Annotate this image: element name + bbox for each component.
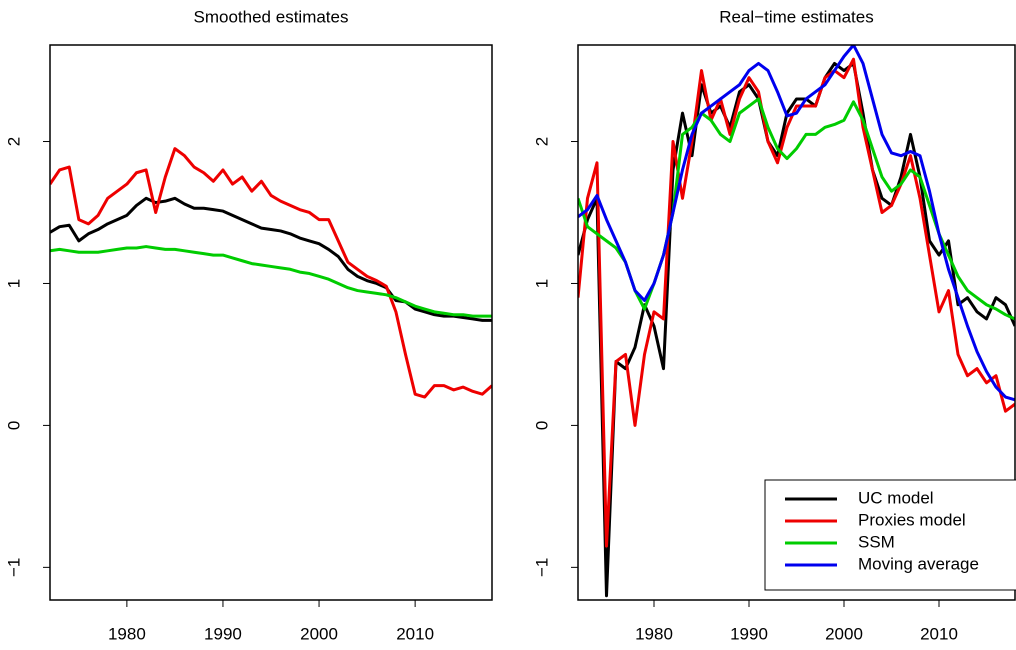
panel: Real−time estimates 1980 1990 2000 2010 −1 0 1 2…: [532, 7, 1016, 643]
chart-title: Smoothed estimates: [194, 7, 349, 26]
series-line: [578, 57, 1015, 548]
y-tick-label: −1: [532, 558, 551, 577]
series-line: [50, 196, 492, 322]
legend-label: SSM: [858, 532, 895, 551]
legend-label: Proxies model: [858, 510, 966, 529]
y-tick-label: 1: [532, 279, 551, 288]
series-line: [50, 147, 492, 399]
y-tick-label: −1: [4, 558, 23, 577]
y-tick-label: 0: [4, 421, 23, 430]
y-tick-label: 0: [532, 421, 551, 430]
plot-frame: [49, 44, 493, 601]
x-tick-label: 1980: [108, 624, 146, 643]
x-tick-label: 2010: [396, 624, 434, 643]
lines: [578, 45, 1015, 598]
y-tick-label: 2: [532, 137, 551, 146]
legend-label: UC model: [858, 488, 934, 507]
y-tick-label: 2: [4, 137, 23, 146]
legend: UC model Proxies model SSM Moving average: [764, 479, 1016, 591]
series-line: [50, 245, 492, 318]
x-tick-label: 2010: [920, 624, 958, 643]
lines: [50, 147, 492, 399]
x-tick-label: 2000: [300, 624, 338, 643]
x-tick-label: 1990: [730, 624, 768, 643]
legend-label: Moving average: [858, 554, 979, 573]
panel: Smoothed estimates 1980 1990 2000 2010 −1 0 1 2: [4, 7, 493, 643]
chart-title: Real−time estimates: [719, 7, 873, 26]
x-tick-label: 1990: [204, 624, 242, 643]
series-line: [578, 97, 1015, 321]
series-line: [578, 45, 1015, 402]
x-tick-label: 1980: [635, 624, 673, 643]
x-tick-label: 2000: [825, 624, 863, 643]
y-tick-label: 1: [4, 279, 23, 288]
plot-frame: [577, 44, 1016, 601]
